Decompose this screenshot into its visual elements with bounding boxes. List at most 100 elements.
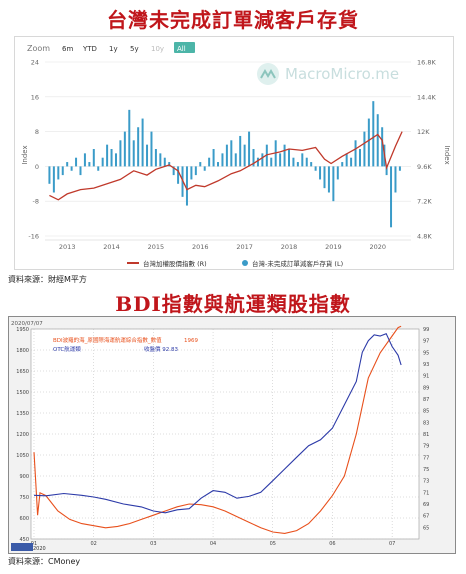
y-right-tick-label: 97 bbox=[423, 339, 429, 345]
zoom-button-10y[interactable]: 10y bbox=[151, 45, 164, 53]
legend-label-orders[interactable]: 台灣-未完成訂單減客戶存貨 (L) bbox=[252, 259, 343, 268]
orders-bar bbox=[341, 162, 344, 167]
y-left-axis-title: Index bbox=[21, 145, 29, 164]
y-left-tick-label: -8 bbox=[33, 198, 39, 206]
x-tick-label: 02 bbox=[90, 541, 96, 547]
legend-label-bdi: BDI波羅的海_原國際海運航運綜合指數_數值 bbox=[53, 336, 162, 344]
y-left-tick-label: 450 bbox=[19, 537, 29, 543]
otc-shipping-line bbox=[33, 333, 402, 514]
zoom-button-ytd[interactable]: YTD bbox=[82, 45, 97, 53]
y-right-tick-label: 93 bbox=[423, 362, 429, 368]
orders-bar bbox=[83, 153, 86, 167]
y-left-tick-label: 8 bbox=[35, 128, 39, 136]
orders-bar bbox=[345, 153, 348, 167]
orders-bar bbox=[61, 166, 64, 176]
macromicro-logo-mark bbox=[260, 69, 276, 79]
x-tick-label: 2020 bbox=[369, 243, 386, 251]
x-tick-label: 2017 bbox=[236, 243, 253, 251]
chart1-source: 資料來源：財經M平方 bbox=[8, 275, 87, 284]
y-right-axis-title: Index bbox=[443, 145, 451, 164]
zoom-button-6m[interactable]: 6m bbox=[62, 45, 73, 53]
x-tick-label: 2015 bbox=[148, 243, 165, 251]
orders-bar bbox=[177, 166, 180, 184]
chart1-svg: Zoom 6m YTD 1y 5y 10y All MacroMicro.me 24 16 8… bbox=[21, 42, 451, 268]
y-right-tick-label: 91 bbox=[423, 374, 429, 380]
orders-bar bbox=[332, 166, 335, 202]
bdi-line bbox=[33, 325, 402, 534]
zoom-button-bg-all bbox=[174, 42, 195, 53]
orders-bar bbox=[146, 144, 149, 167]
y-right-tick-label: 12K bbox=[417, 128, 430, 136]
orders-bar bbox=[57, 166, 60, 180]
chart2-source: 資料來源：CMoney bbox=[8, 557, 81, 566]
legend-label-otc: OTC航運類 bbox=[53, 345, 81, 353]
orders-bar bbox=[381, 127, 384, 167]
y-right-tick-label: 81 bbox=[423, 432, 429, 438]
y-right-tick-label: 77 bbox=[423, 455, 429, 461]
orders-bar bbox=[154, 149, 157, 167]
x-tick-label: 2016 bbox=[192, 243, 209, 251]
y-right-tick-label: 87 bbox=[423, 397, 429, 403]
orders-bar bbox=[327, 166, 330, 193]
orders-bar bbox=[132, 140, 135, 167]
orders-bar bbox=[239, 135, 242, 167]
orders-bar bbox=[310, 162, 313, 167]
orders-bar bbox=[128, 109, 131, 167]
y-right-tick-label: 89 bbox=[423, 385, 429, 391]
y-right-tick-label: 99 bbox=[423, 327, 429, 333]
orders-bar bbox=[79, 166, 82, 176]
y-left-tick-label: 1500 bbox=[16, 390, 29, 396]
orders-bar bbox=[217, 162, 220, 167]
orders-bar bbox=[185, 166, 188, 206]
y-left-tick-label: 1800 bbox=[16, 348, 29, 354]
orders-bar bbox=[354, 140, 357, 167]
orders-bar bbox=[270, 157, 273, 167]
orders-bar bbox=[305, 157, 308, 167]
macromicro-watermark: MacroMicro.me bbox=[257, 63, 399, 85]
legend-label-taiex[interactable]: 台灣加權股價指數 (R) bbox=[143, 259, 207, 268]
orders-bar bbox=[168, 162, 171, 167]
y-left-tick-label: 1650 bbox=[16, 369, 29, 375]
orders-bar bbox=[230, 140, 233, 167]
orders-bar bbox=[376, 114, 379, 167]
chart2-panel: 2020/07/07 1950 1800 1650 1500 1350 1200 1050 9… bbox=[8, 316, 456, 554]
orders-bar bbox=[252, 149, 255, 167]
zoom-button-all[interactable]: All bbox=[177, 45, 186, 53]
y-right-tick-label: 79 bbox=[423, 444, 429, 450]
orders-bar bbox=[97, 166, 100, 171]
orders-bar bbox=[372, 101, 375, 167]
legend-value-otc: 收盤價 92.83 bbox=[144, 345, 178, 353]
x-tick-label: 06 bbox=[329, 541, 335, 547]
orders-bar bbox=[208, 157, 211, 167]
y-right-tick-label: 69 bbox=[423, 502, 429, 508]
orders-bar bbox=[296, 162, 299, 167]
chart2-scroll-handle[interactable] bbox=[11, 543, 33, 551]
chart2-title: BDI指數與航運類股指數 bbox=[115, 292, 351, 316]
chart2-year-label: 2020 bbox=[33, 546, 46, 552]
zoom-button-1y[interactable]: 1y bbox=[109, 45, 118, 53]
y-left-tick-label: 900 bbox=[19, 474, 29, 480]
legend-value-bdi: 1969 bbox=[184, 338, 198, 344]
chart2-plot-area bbox=[30, 328, 420, 540]
chart2-legend: BDI波羅的海_原國際海運航運綜合指數_數值 1969 OTC航運類 收盤價 9… bbox=[53, 336, 198, 353]
y-right-tick-label: 65 bbox=[423, 525, 429, 531]
chart1-panel: Zoom 6m YTD 1y 5y 10y All MacroMicro.me 24 16 8… bbox=[14, 36, 454, 270]
orders-bar bbox=[323, 166, 326, 189]
orders-bar bbox=[190, 166, 193, 180]
orders-bar bbox=[163, 157, 166, 167]
chart1-legend: 台灣加權股價指數 (R) 台灣-未完成訂單減客戶存貨 (L) bbox=[127, 259, 343, 268]
zoom-button-5y[interactable]: 5y bbox=[130, 45, 139, 53]
orders-bar bbox=[114, 153, 117, 167]
watermark-text: MacroMicro.me bbox=[285, 65, 399, 83]
y-right-tick-label: 14.4K bbox=[417, 93, 436, 101]
x-tick-label: 01 bbox=[31, 541, 37, 547]
orders-bar bbox=[394, 166, 397, 193]
orders-bar bbox=[292, 157, 295, 167]
y-left-tick-label: 1050 bbox=[16, 453, 29, 459]
zoom-label: Zoom bbox=[27, 44, 50, 53]
orders-bar bbox=[92, 149, 95, 167]
chart2-svg: 2020/07/07 1950 1800 1650 1500 1350 1200 1050 9… bbox=[11, 321, 429, 552]
orders-bar bbox=[279, 153, 282, 167]
y-right-tick-label: 83 bbox=[423, 420, 429, 426]
y-left-tick-label: 24 bbox=[31, 59, 39, 67]
